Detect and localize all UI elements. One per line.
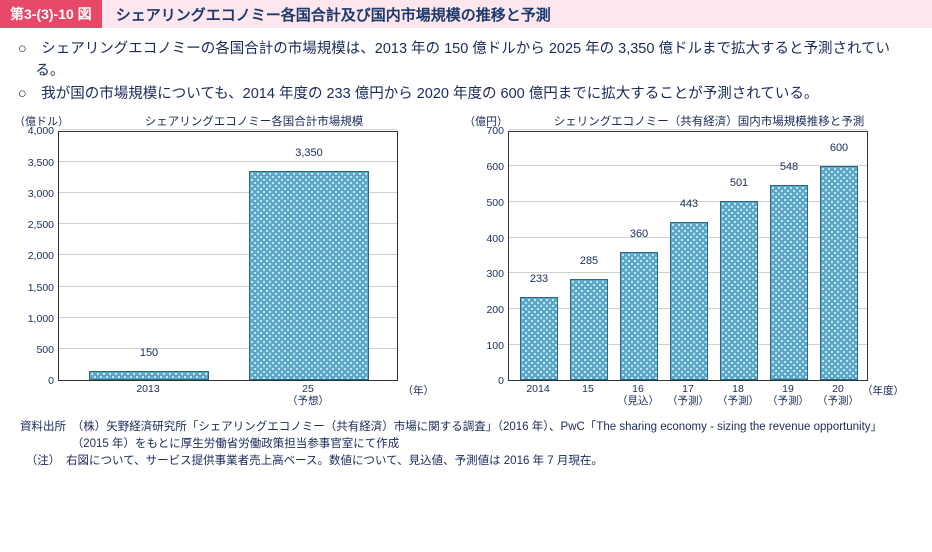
y-tick-label: 500 (486, 197, 504, 209)
bar-value-label: 360 (630, 228, 648, 240)
y-tick-label: 200 (486, 304, 504, 316)
bar-value-label: 3,350 (295, 147, 323, 159)
y-tick-label: 700 (486, 125, 504, 137)
y-axis: 0100200300400500600700 (464, 131, 508, 381)
note-label: （注） (32, 455, 55, 467)
source-text: （株）矢野経済研究所「シェアリングエコノミー（共有経済）市場に関する調査」（20… (72, 421, 882, 450)
x-tick-label: 2013 (136, 383, 159, 395)
bar-value-label: 501 (730, 177, 748, 189)
x-tick-label: 18（予測） (717, 383, 759, 407)
y-tick-label: 3,500 (28, 157, 54, 169)
y-tick-label: 300 (486, 268, 504, 280)
chart-domestic: （億円） シェリングエコノミー（共有経済）国内市場規模推移と予測 0100200… (464, 113, 914, 413)
bar-value-label: 285 (580, 255, 598, 267)
grid-line (509, 165, 867, 166)
bar (520, 297, 558, 380)
bar-value-label: 548 (780, 161, 798, 173)
source-label: 資料出所 (20, 421, 66, 433)
x-axis: （年） 201325（予想） (58, 381, 398, 413)
bar-value-label: 233 (530, 273, 548, 285)
bar-value-label: 150 (140, 347, 158, 359)
source-footer: 資料出所 （株）矢野経済研究所「シェアリングエコノミー（共有経済）市場に関する調… (0, 413, 932, 469)
y-tick-label: 400 (486, 233, 504, 245)
bar (820, 166, 858, 380)
y-tick-label: 2,500 (28, 219, 54, 231)
figure-header: 第3-(3)-10 図 シェアリングエコノミー各国合計及び国内市場規模の推移と予… (0, 0, 932, 28)
y-tick-label: 3,000 (28, 188, 54, 200)
plot-area: 150 3,350 (58, 131, 398, 381)
y-axis: 05001,0001,5002,0002,5003,0003,5004,000 (14, 131, 58, 381)
x-unit-label: （年） (403, 383, 435, 398)
y-tick-label: 500 (36, 344, 54, 356)
bar (770, 185, 808, 381)
y-tick-label: 0 (498, 375, 504, 387)
x-tick-label: 20（予測） (817, 383, 859, 407)
x-tick-label: 15 (582, 383, 594, 395)
bar-value-label: 600 (830, 142, 848, 154)
charts-row: （億ドル） シェアリングエコノミー各国合計市場規模 05001,0001,500… (0, 111, 932, 413)
bar (670, 222, 708, 380)
bar (620, 252, 658, 381)
note-line: （注） 右図について、サービス提供事業者売上高ベース。数値について、見込値、予測… (20, 453, 912, 470)
note-text: 右図について、サービス提供事業者売上高ベース。数値について、見込値、予測値は 2… (66, 455, 603, 467)
figure-title: シェアリングエコノミー各国合計及び国内市場規模の推移と予測 (102, 0, 932, 28)
y-tick-label: 0 (48, 375, 54, 387)
bullet-item: ○ 我が国の市場規模についても、2014 年度の 233 億円から 2020 年… (18, 83, 914, 105)
summary-bullets: ○ シェアリングエコノミーの各国合計の市場規模は、2013 年の 150 億ドル… (0, 28, 932, 111)
y-tick-label: 2,000 (28, 250, 54, 262)
bar (249, 171, 369, 380)
x-tick-label: 17（予測） (667, 383, 709, 407)
bar-value-label: 443 (680, 198, 698, 210)
y-tick-label: 4,000 (28, 125, 54, 137)
x-tick-label: 19（予測） (767, 383, 809, 407)
bullet-item: ○ シェアリングエコノミーの各国合計の市場規模は、2013 年の 150 億ドル… (18, 38, 914, 83)
grid-line (59, 129, 397, 130)
y-tick-label: 1,000 (28, 313, 54, 325)
x-axis: （年度） 20141516（見込）17（予測）18（予測）19（予測）20（予測… (508, 381, 868, 413)
figure-number: 第3-(3)-10 図 (0, 0, 102, 28)
x-tick-label: 16（見込） (617, 383, 659, 407)
x-tick-label: 2014 (526, 383, 549, 395)
grid-line (59, 161, 397, 162)
bar (570, 279, 608, 381)
bar (89, 371, 209, 380)
x-tick-label: 25（予想） (287, 383, 329, 407)
bar (720, 201, 758, 380)
source-line: 資料出所 （株）矢野経済研究所「シェアリングエコノミー（共有経済）市場に関する調… (20, 419, 912, 452)
grid-line (509, 129, 867, 130)
y-tick-label: 1,500 (28, 282, 54, 294)
y-tick-label: 100 (486, 340, 504, 352)
chart-global: （億ドル） シェアリングエコノミー各国合計市場規模 05001,0001,500… (14, 113, 454, 413)
y-tick-label: 600 (486, 161, 504, 173)
plot-area: 233 285 360 443 501 548 600 (508, 131, 868, 381)
x-unit-label: （年度） (862, 383, 904, 398)
